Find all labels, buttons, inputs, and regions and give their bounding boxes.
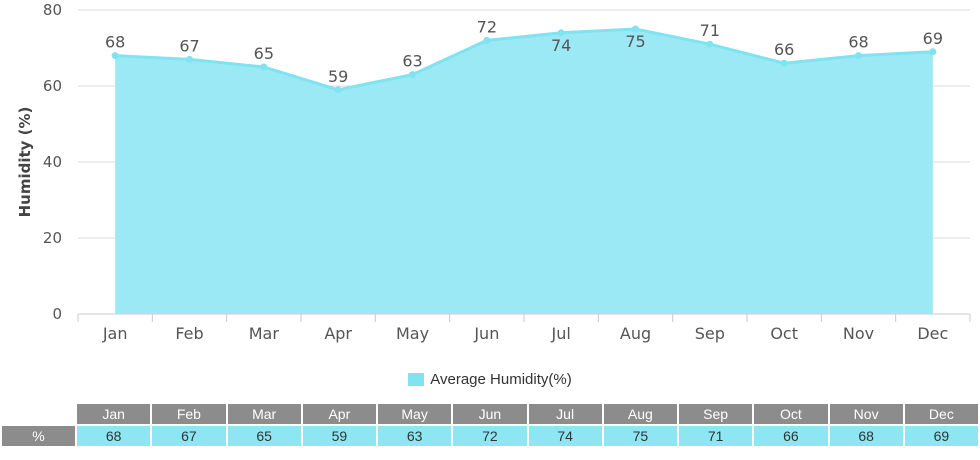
table-month-header: Mar (227, 404, 301, 424)
table-row: % 68 67 65 59 63 72 74 75 71 66 68 69 (2, 426, 978, 446)
data-point (334, 86, 342, 94)
data-label: 72 (477, 17, 497, 36)
data-point (186, 55, 193, 63)
table-cell: 72 (453, 426, 527, 446)
x-tick-label: Oct (770, 324, 798, 343)
data-label: 66 (774, 40, 794, 59)
table-month-header: Sep (679, 404, 753, 424)
data-point (780, 59, 788, 67)
data-label: 65 (254, 44, 274, 63)
table-cell: 66 (754, 426, 828, 446)
data-table: Jan Feb Mar Apr May Jun Jul Aug Sep Oct … (0, 402, 980, 448)
data-point (111, 52, 119, 60)
table-cell: 71 (679, 426, 753, 446)
data-label: 69 (923, 29, 943, 48)
table-cell: 69 (904, 426, 978, 446)
table-month-header: Dec (904, 404, 978, 424)
table-cell: 74 (528, 426, 602, 446)
table-cell: 59 (302, 426, 376, 446)
y-tick-label: 0 (52, 305, 62, 323)
data-point (632, 25, 639, 33)
table-cell: 67 (152, 426, 226, 446)
table-month-header: Oct (754, 404, 828, 424)
data-point (855, 52, 862, 60)
legend-label: Average Humidity(%) (430, 370, 572, 388)
area-fill (115, 29, 933, 314)
table-month-header: Jun (453, 404, 527, 424)
chart-legend[interactable]: Average Humidity(%) (0, 368, 980, 390)
data-label: 71 (700, 21, 720, 40)
x-tick-label: Aug (620, 324, 651, 343)
x-tick-label: Mar (249, 324, 280, 343)
y-tick-label: 20 (43, 229, 62, 247)
table-month-header: May (378, 404, 452, 424)
data-label: 68 (848, 33, 868, 52)
x-tick-label: Sep (695, 324, 725, 343)
data-point (557, 29, 565, 37)
table-cell: 65 (227, 426, 301, 446)
table-corner (2, 404, 75, 424)
table-month-header: Aug (603, 404, 677, 424)
x-tick-label: Jan (102, 324, 128, 343)
data-point (483, 36, 491, 44)
data-point (260, 63, 268, 71)
data-label: 68 (105, 33, 125, 52)
data-label: 67 (179, 36, 199, 55)
table-cell: 75 (603, 426, 677, 446)
x-tick-label: Nov (843, 324, 874, 343)
table-month-header: Jan (77, 404, 151, 424)
table-month-header: Nov (829, 404, 903, 424)
table-cell: 68 (829, 426, 903, 446)
x-tick-label: Apr (324, 324, 352, 343)
data-point (706, 40, 714, 48)
data-point (929, 48, 937, 56)
table-cell: 63 (378, 426, 452, 446)
x-tick-label: Dec (917, 324, 948, 343)
y-tick-label: 40 (43, 153, 62, 171)
series-line (115, 27, 933, 92)
data-label: 63 (402, 52, 422, 71)
y-axis-title: Humidity (%) (16, 107, 34, 218)
table-cell: 68 (77, 426, 151, 446)
data-label: 75 (625, 32, 645, 51)
table-row-label: % (2, 426, 75, 446)
data-point (409, 71, 416, 79)
y-tick-label: 60 (43, 77, 62, 95)
x-tick-label: Feb (175, 324, 203, 343)
table-month-header: Apr (302, 404, 376, 424)
y-tick-label: 80 (43, 1, 62, 19)
table-month-header: Jul (528, 404, 602, 424)
x-tick-label: Jun (473, 324, 499, 343)
legend-swatch (408, 372, 425, 386)
data-label: 74 (551, 36, 571, 55)
x-tick-label: May (396, 324, 429, 343)
table-header-row: Jan Feb Mar Apr May Jun Jul Aug Sep Oct … (2, 404, 978, 424)
chart-svg: 0 20 40 60 80 Humidity (%) 68 67 65 59 63 72 74 75 71 6… (16, 1, 971, 343)
data-label: 59 (328, 67, 348, 86)
x-tick-label: Jul (551, 324, 571, 343)
table-month-header: Feb (152, 404, 226, 424)
